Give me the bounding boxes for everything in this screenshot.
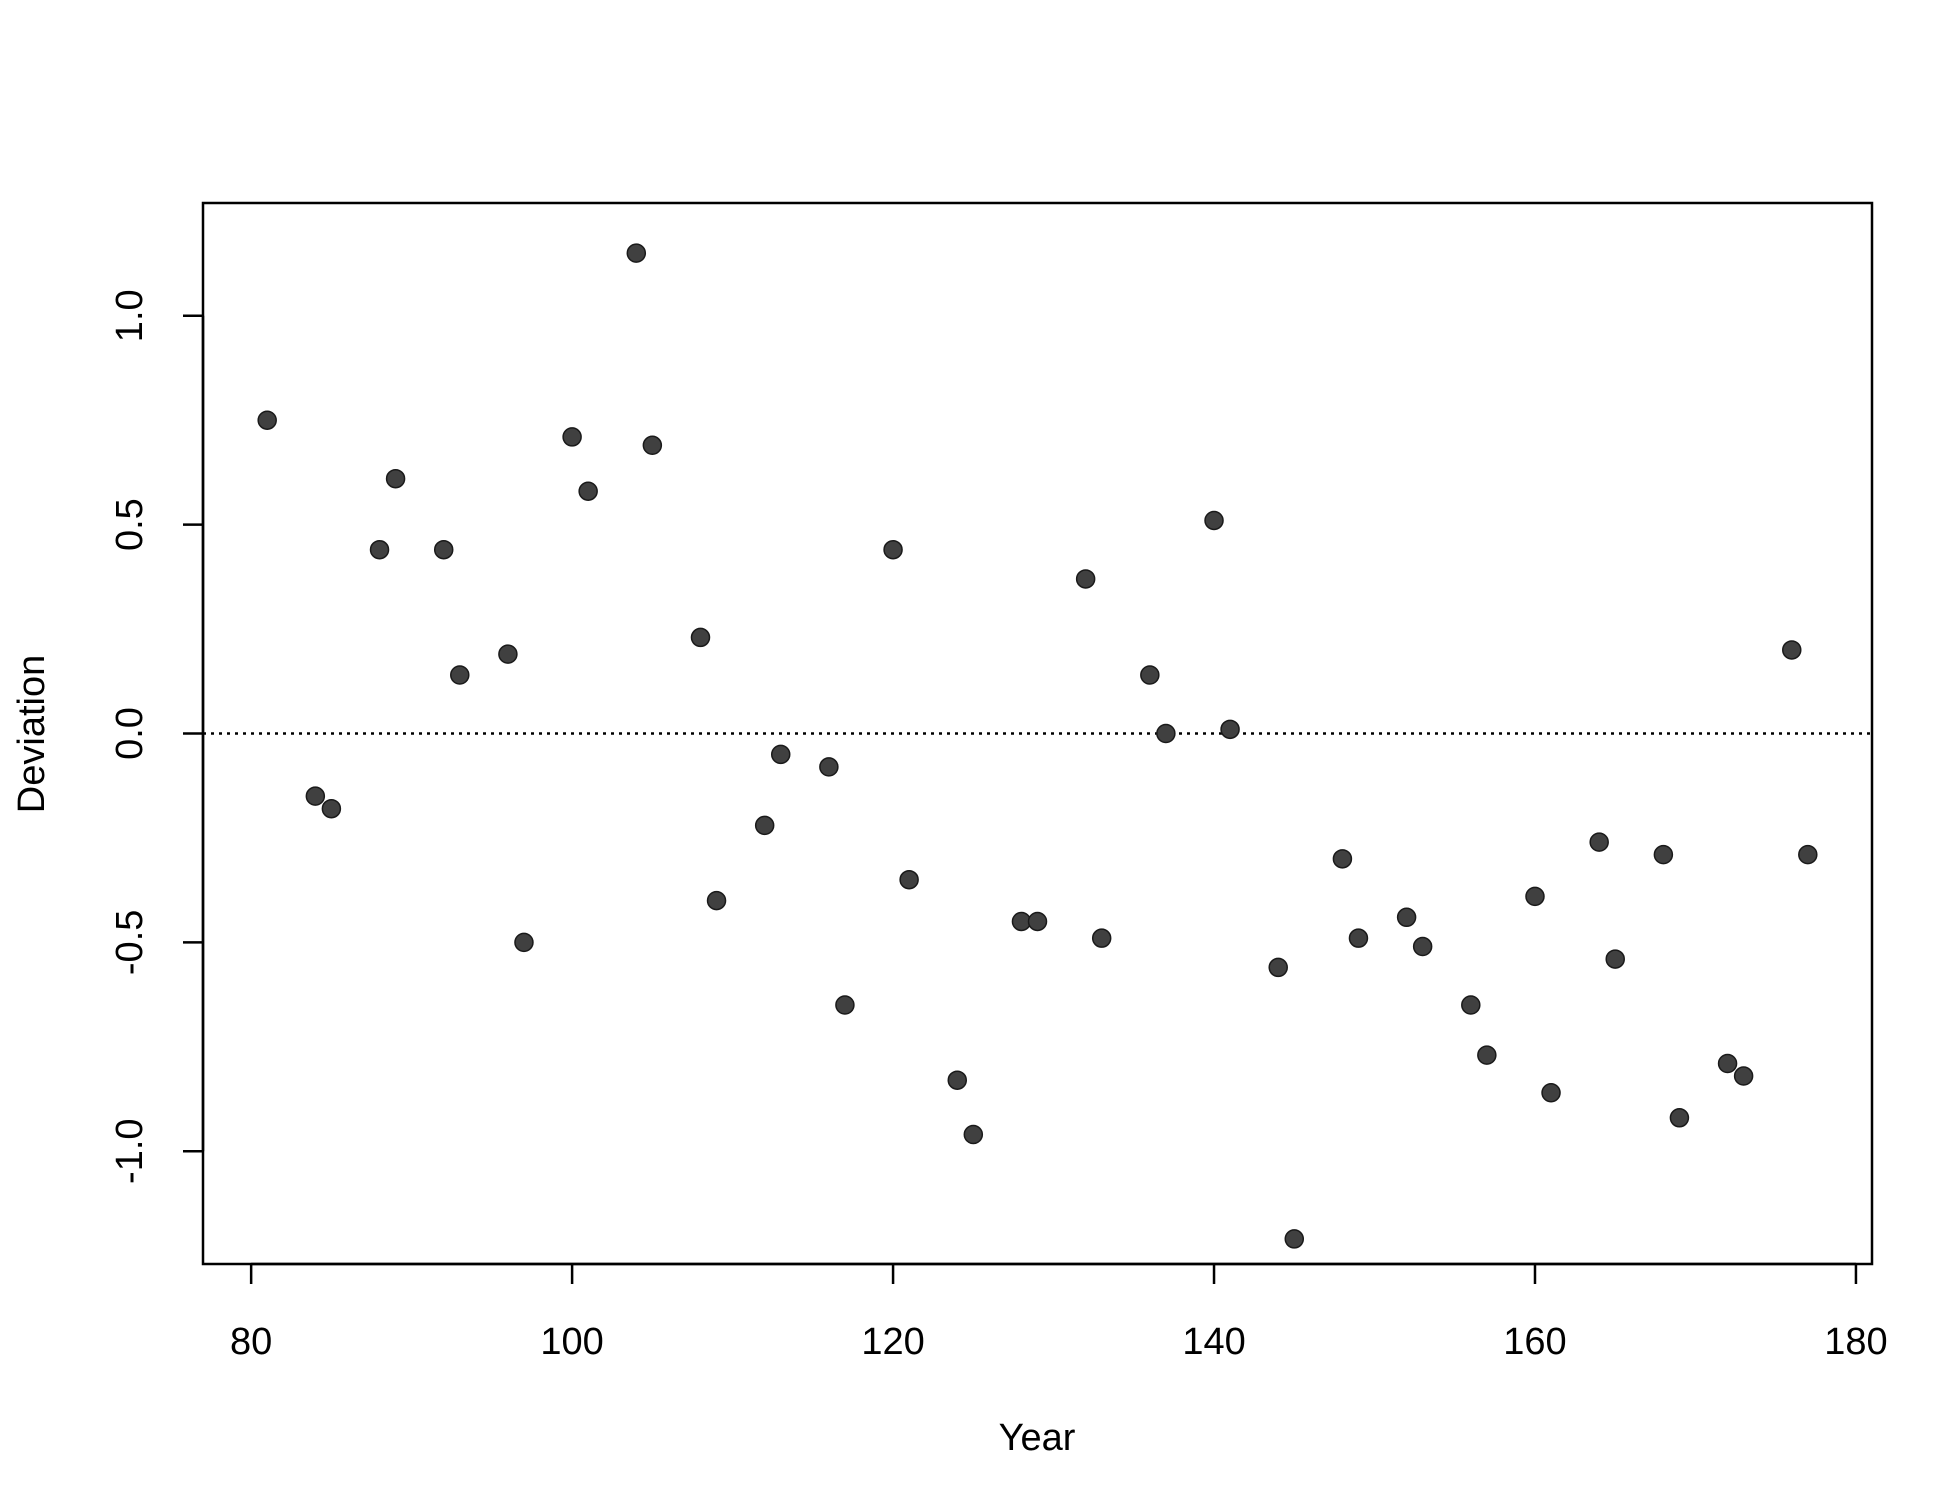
data-point [1156, 723, 1176, 744]
data-point [321, 798, 342, 819]
data-point [578, 481, 598, 501]
data-point [754, 815, 775, 836]
data-point [1220, 719, 1240, 740]
data-point [690, 627, 711, 648]
y-tick-label: -0.5 [109, 910, 151, 975]
data-point [947, 1070, 968, 1090]
data-point [642, 435, 663, 456]
x-tick-label: 160 [1503, 1321, 1566, 1363]
data-point [1782, 640, 1802, 660]
data-point [1332, 849, 1353, 869]
data-point [1717, 1053, 1738, 1074]
data-point [1284, 1229, 1305, 1249]
data-point [1412, 936, 1433, 957]
y-axis: -1.0 -0.5 0.0 0.5 1.0 [109, 289, 205, 1184]
data-point [883, 539, 903, 560]
x-tick-label: 80 [230, 1321, 272, 1363]
data-point [498, 644, 518, 664]
data-point [1348, 928, 1369, 948]
y-tick-label: 0.5 [109, 498, 151, 551]
data-point [369, 539, 390, 560]
data-point [1653, 844, 1674, 865]
x-tick-label: 100 [540, 1321, 603, 1363]
y-tick-label: 0.0 [109, 707, 151, 760]
data-point [1525, 886, 1545, 907]
y-tick-label: 1.0 [109, 289, 151, 342]
y-axis-label: Deviation [11, 655, 53, 813]
data-point [433, 539, 454, 560]
data-point [257, 410, 277, 430]
data-point [1204, 510, 1224, 531]
data-point [626, 243, 647, 263]
data-point [305, 786, 326, 806]
x-axis: 80 100 120 140 160 180 [230, 1262, 1888, 1363]
x-tick-label: 140 [1182, 1321, 1245, 1363]
y-tick-label: -1.0 [109, 1118, 151, 1183]
data-point [1589, 832, 1609, 852]
data-point [963, 1124, 984, 1145]
data-point [562, 427, 582, 447]
data-point [899, 869, 919, 890]
data-point [514, 932, 534, 953]
data-point [1075, 569, 1096, 589]
data-point [1733, 1066, 1754, 1086]
data-point [1477, 1045, 1497, 1065]
data-point [1091, 928, 1112, 948]
data-point [770, 744, 791, 765]
data-point [1541, 1082, 1561, 1103]
data-point [1669, 1108, 1690, 1128]
data-point [1605, 949, 1625, 969]
data-point [450, 665, 470, 685]
data-point [1140, 665, 1160, 685]
data-point [1268, 957, 1288, 978]
data-point [385, 468, 406, 489]
x-tick-label: 120 [861, 1321, 924, 1363]
data-point [819, 757, 839, 777]
data-point [1396, 907, 1417, 928]
data-point [706, 890, 727, 911]
data-point [1461, 995, 1481, 1015]
data-points [257, 243, 1818, 1249]
data-point [1798, 844, 1818, 865]
x-axis-label: Year [999, 1417, 1076, 1459]
data-point [835, 995, 855, 1015]
data-point [1027, 911, 1048, 932]
x-tick-label: 180 [1824, 1321, 1887, 1363]
